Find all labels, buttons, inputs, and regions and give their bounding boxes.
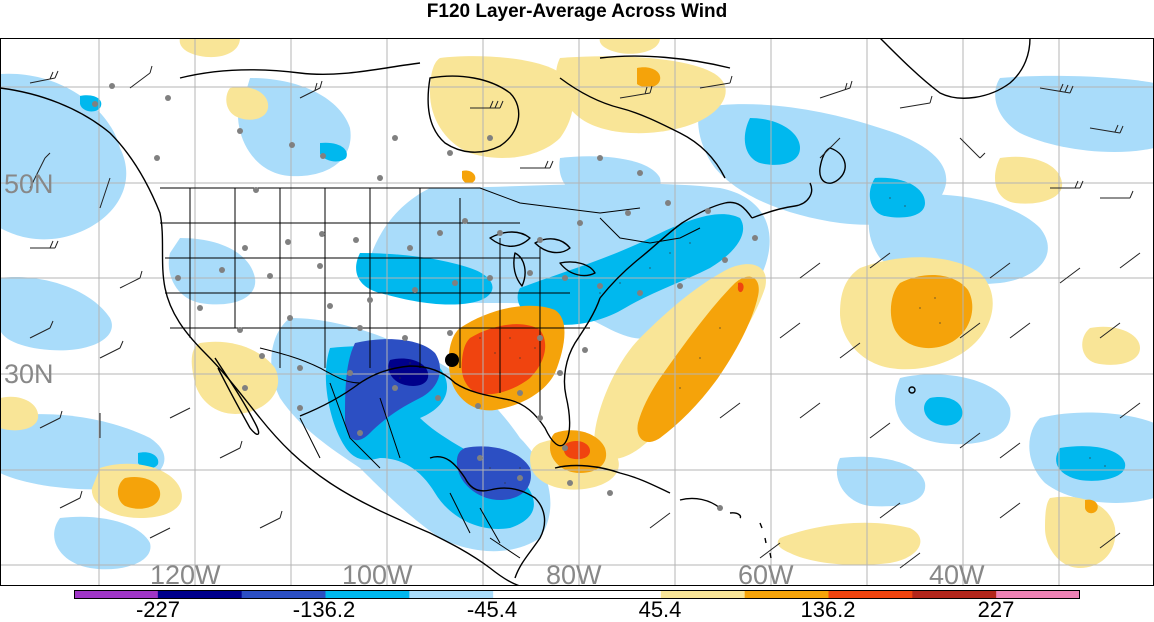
colorbar-tick-label: 45.4	[638, 597, 682, 622]
colorbar-swatch	[409, 590, 494, 599]
colorbar-frame	[74, 590, 1080, 599]
colorbar-svg	[74, 590, 1080, 599]
colorbar-swatch	[74, 590, 159, 599]
political-borders	[160, 187, 701, 559]
wind-barbs	[29, 65, 1141, 569]
colorbar-tick-label: -227	[135, 597, 181, 622]
chart-title: F120 Layer-Average Across Wind	[426, 1, 728, 22]
lat-label-30n: 30N	[4, 359, 54, 389]
colorbar-swatch	[157, 590, 243, 599]
lon-label-60w: 60W	[738, 560, 794, 586]
map-svg: 50N 30N 120W 100W 80W 60W 40W	[0, 38, 1154, 586]
lon-label-40w: 40W	[929, 560, 985, 586]
colorbar-swatch	[577, 590, 662, 599]
colorbar	[74, 590, 1080, 599]
lat-label-50n: 50N	[4, 169, 54, 199]
colorbar-swatch	[996, 590, 1080, 599]
colorbar-swatch	[325, 590, 410, 599]
colorbar-swatch	[828, 590, 913, 599]
colorbar-swatch	[744, 590, 829, 599]
colorbar-swatch	[912, 590, 997, 599]
highlight-marker	[445, 353, 459, 367]
station-markers	[92, 83, 758, 511]
colorbar-tick-label: 227	[977, 597, 1015, 622]
lon-label-100w: 100W	[342, 560, 413, 586]
lon-label-120w: 120W	[150, 560, 221, 586]
map-panel: 50N 30N 120W 100W 80W 60W 40W	[0, 38, 1154, 586]
dark-blue-shading	[388, 358, 429, 386]
graticule	[0, 38, 1154, 586]
lon-label-80w: 80W	[546, 560, 602, 586]
colorbar-tick-label: -136.2	[292, 597, 356, 622]
colorbar-tick-label: -45.4	[466, 597, 518, 622]
colorbar-tick-label: 136.2	[800, 597, 856, 622]
coastlines	[0, 38, 1031, 586]
colorbar-swatch	[241, 590, 326, 599]
colorbar-swatch	[493, 590, 578, 599]
colorbar-swatch	[660, 590, 746, 599]
